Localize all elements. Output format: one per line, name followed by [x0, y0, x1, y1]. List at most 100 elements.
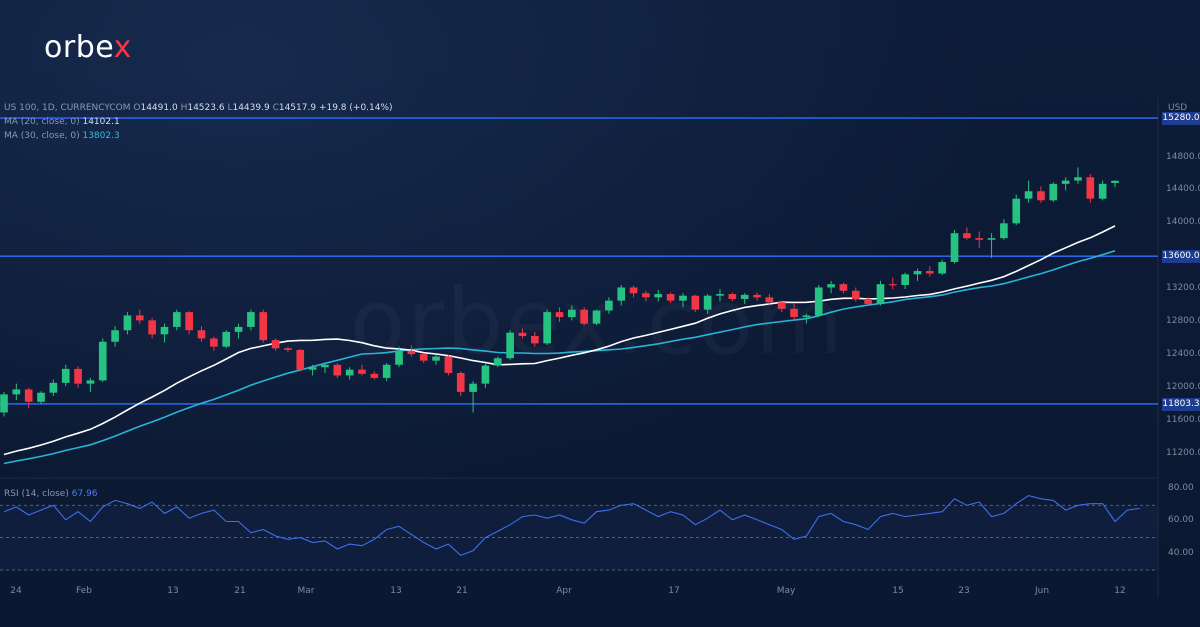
candle-up [469, 383, 477, 392]
y-tick-label: 11200.0 [1166, 447, 1200, 458]
x-tick-label: Feb [76, 586, 92, 596]
candle-up [234, 326, 243, 332]
candle-up [901, 274, 909, 285]
candle-down [1037, 191, 1045, 201]
candle-down [518, 332, 527, 336]
y-tick-label: 13200.0 [1166, 283, 1200, 294]
currency-label: USD [1168, 103, 1188, 113]
x-tick-label: 12 [1114, 586, 1126, 596]
candle-up [740, 294, 749, 299]
candle-up [814, 287, 823, 316]
candle-up [1098, 183, 1107, 199]
x-tick-label: 13 [167, 586, 179, 596]
candle-up [321, 364, 329, 368]
x-tick-label: 15 [892, 586, 904, 596]
candle-up [654, 294, 663, 298]
candle-up [172, 312, 181, 327]
candle-up [987, 238, 996, 240]
level-price-tag: 13600.0 [1162, 250, 1200, 264]
candle-down [456, 372, 465, 392]
rsi-tick-label: 60.00 [1168, 515, 1194, 526]
x-tick-label: 21 [456, 586, 468, 596]
candle-up [950, 233, 959, 262]
ma30-line [3, 250, 1116, 465]
candle-up [617, 287, 626, 301]
x-tick-label: Jun [1034, 586, 1050, 596]
candle-down [777, 302, 786, 309]
low-value: 14439.9 [232, 103, 270, 113]
candle-down [135, 315, 144, 321]
candle-down [530, 335, 539, 344]
level-price-tag: 11803.3 [1162, 397, 1200, 411]
candle-down [296, 349, 305, 370]
candle-up [98, 341, 107, 381]
candle-up [1111, 180, 1119, 183]
candle-down [185, 312, 193, 331]
rsi-value: 67.96 [71, 489, 98, 499]
candle-down [210, 338, 218, 347]
candle-up [1024, 191, 1033, 199]
y-tick-label: 11600.0 [1166, 414, 1200, 425]
ma20-legend[interactable]: MA (20, close, 0) 14102.1 [4, 117, 120, 127]
candle-up [543, 312, 551, 344]
candle-up [308, 367, 317, 370]
ma30-legend[interactable]: MA (30, close, 0) 13802.3 [4, 131, 120, 141]
candle-up [86, 380, 95, 384]
x-tick-label: Mar [297, 586, 315, 596]
candle-down [555, 312, 564, 318]
candle-down [864, 298, 872, 304]
open-value: 14491.0 [140, 103, 178, 113]
y-tick-label: 12000.0 [1166, 381, 1200, 392]
y-tick-label: 14000.0 [1166, 217, 1200, 228]
y-tick-label: 12800.0 [1166, 316, 1200, 326]
candle-down [851, 290, 860, 299]
candle-up [37, 392, 45, 402]
candle-down [975, 238, 984, 240]
candle-down [926, 271, 934, 274]
ma30-value: 13802.3 [82, 131, 120, 141]
x-tick-label: May [776, 586, 796, 596]
candle-down [444, 356, 453, 373]
ma20-value: 14102.1 [82, 117, 120, 127]
symbol-name: US 100, 1D, CURRENCYCOM [4, 103, 131, 113]
x-tick-label: 21 [234, 586, 246, 596]
rsi-tick-label: 40.00 [1168, 547, 1194, 558]
candle-up [1000, 223, 1008, 239]
candle-up [506, 332, 514, 359]
change-value: +19.8 (+0.14%) [318, 103, 393, 113]
candle-down [148, 320, 156, 335]
candle-up [1074, 177, 1082, 181]
candle-down [284, 348, 292, 350]
rsi-tick-label: 80.00 [1168, 483, 1194, 494]
candle-up [1049, 183, 1058, 201]
candle-up [49, 382, 58, 393]
candle-down [271, 340, 280, 349]
candle-up [432, 356, 440, 361]
candle-down [629, 287, 638, 294]
candle-up [679, 295, 687, 301]
candle-up [703, 295, 712, 310]
rsi-line [3, 495, 1140, 557]
candle-down [333, 364, 342, 376]
candle-down [580, 309, 589, 324]
candle-up [938, 261, 947, 274]
candle-up [123, 315, 132, 331]
candle-down [642, 293, 650, 298]
candle-up [592, 310, 601, 324]
candle-up [12, 389, 21, 395]
rsi-legend[interactable]: RSI (14, close) 67.96 [4, 489, 98, 499]
x-tick-label: Apr [556, 586, 572, 596]
candle-down [753, 294, 761, 298]
candle-down [407, 350, 416, 355]
x-tick-label: 24 [10, 586, 22, 596]
candle-up [716, 294, 724, 296]
x-tick-label: 17 [668, 586, 680, 596]
candle-up [605, 300, 613, 311]
candle-up [0, 394, 8, 413]
candle-up [1061, 180, 1070, 184]
level-price-tag: 15280.0 [1162, 112, 1200, 126]
candle-down [888, 284, 897, 286]
candle-down [839, 284, 848, 291]
candle-down [74, 368, 82, 384]
